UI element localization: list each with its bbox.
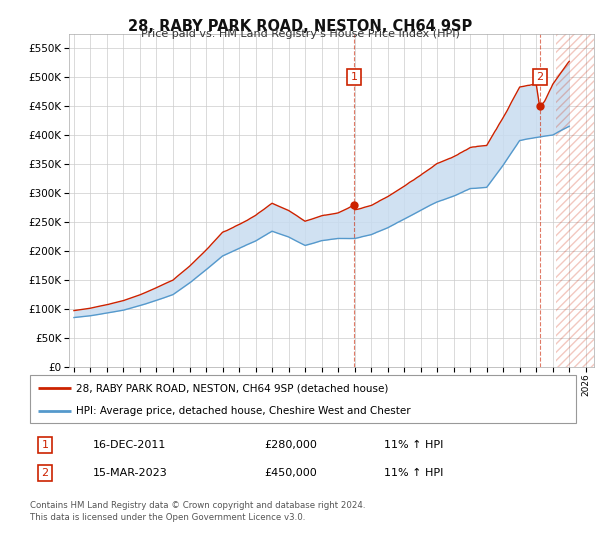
- Text: £450,000: £450,000: [264, 468, 317, 478]
- Text: Price paid vs. HM Land Registry's House Price Index (HPI): Price paid vs. HM Land Registry's House …: [140, 29, 460, 39]
- Text: £280,000: £280,000: [264, 440, 317, 450]
- Text: HPI: Average price, detached house, Cheshire West and Chester: HPI: Average price, detached house, Ches…: [76, 406, 411, 416]
- Text: 28, RABY PARK ROAD, NESTON, CH64 9SP (detached house): 28, RABY PARK ROAD, NESTON, CH64 9SP (de…: [76, 383, 389, 393]
- Text: 2: 2: [41, 468, 49, 478]
- Text: 28, RABY PARK ROAD, NESTON, CH64 9SP: 28, RABY PARK ROAD, NESTON, CH64 9SP: [128, 19, 472, 34]
- Text: 1: 1: [350, 72, 358, 82]
- Text: 11% ↑ HPI: 11% ↑ HPI: [384, 468, 443, 478]
- Text: 11% ↑ HPI: 11% ↑ HPI: [384, 440, 443, 450]
- FancyBboxPatch shape: [30, 375, 576, 423]
- Text: 15-MAR-2023: 15-MAR-2023: [93, 468, 168, 478]
- Text: 1: 1: [41, 440, 49, 450]
- Text: 16-DEC-2011: 16-DEC-2011: [93, 440, 166, 450]
- Text: 2: 2: [536, 72, 543, 82]
- Text: Contains HM Land Registry data © Crown copyright and database right 2024.
This d: Contains HM Land Registry data © Crown c…: [30, 501, 365, 522]
